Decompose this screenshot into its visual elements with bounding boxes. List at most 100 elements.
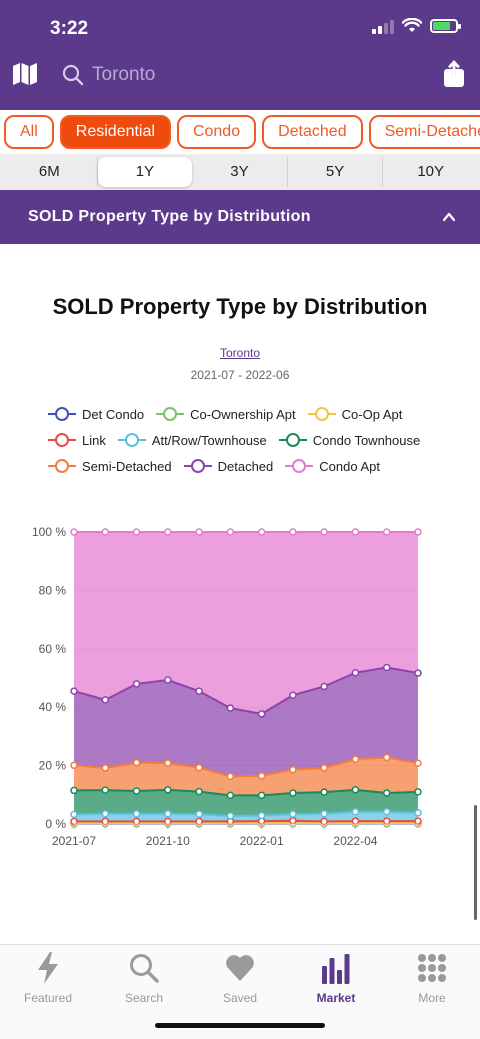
- data-point: [101, 817, 110, 826]
- wifi-icon: [402, 18, 422, 32]
- range-5y[interactable]: 5Y: [288, 157, 384, 187]
- data-point: [351, 755, 360, 763]
- data-point: [195, 817, 203, 826]
- data-point: [257, 528, 266, 536]
- legend-label: Condo Townhouse: [312, 432, 421, 448]
- chart-title: SOLD Property Type by Distribution: [52, 294, 428, 319]
- data-point: [101, 810, 110, 818]
- data-point: [382, 817, 391, 825]
- data-point: [70, 810, 78, 819]
- data-point: [132, 810, 141, 818]
- search-icon: [130, 954, 159, 983]
- data-point: [101, 696, 110, 704]
- data-point: [226, 528, 235, 536]
- chip-all[interactable]: All: [4, 115, 54, 149]
- data-point: [226, 812, 235, 820]
- map-icon[interactable]: [12, 62, 38, 86]
- heart-icon: [226, 955, 254, 981]
- chip-detached[interactable]: Detached: [262, 115, 363, 149]
- data-point: [164, 676, 172, 684]
- tab-more[interactable]: More: [384, 945, 480, 1039]
- tab-search[interactable]: Search: [96, 945, 192, 1039]
- search-bar[interactable]: [62, 58, 418, 92]
- data-point: [289, 765, 297, 774]
- legend-item-condo-townhouse[interactable]: Condo Townhouse: [278, 432, 421, 448]
- series-line: [73, 810, 419, 817]
- data-point: [70, 786, 78, 795]
- app-header: 3:22: [0, 0, 480, 110]
- section-header[interactable]: SOLD Property Type by Distribution: [0, 190, 480, 244]
- chip-semi-detached[interactable]: Semi-Detached: [368, 115, 480, 149]
- legend-label: Co-Ownership Apt: [190, 406, 296, 422]
- tab-saved[interactable]: Saved: [192, 945, 288, 1039]
- data-point: [70, 687, 78, 695]
- data-point: [132, 680, 141, 688]
- data-point: [257, 710, 266, 718]
- data-point: [257, 772, 266, 780]
- bolt-icon: [38, 952, 58, 984]
- data-point: [226, 791, 235, 800]
- data-point: [101, 528, 110, 536]
- property-type-filter: All Residential Condo Detached Semi-Deta…: [0, 110, 480, 154]
- chip-condo[interactable]: Condo: [176, 115, 257, 149]
- section-title: SOLD Property Type by Distribution: [28, 208, 311, 225]
- data-point: [70, 761, 78, 770]
- series-line: [73, 666, 419, 715]
- chip-residential[interactable]: Residential: [59, 115, 171, 149]
- data-point: [289, 528, 297, 536]
- tab-label: Market: [316, 991, 356, 1005]
- x-tick-label: 2022-01: [240, 834, 284, 848]
- legend-item-det-condo[interactable]: Det Condo: [48, 407, 144, 422]
- data-point: [320, 810, 328, 818]
- data-point: [70, 817, 78, 826]
- data-point: [195, 810, 203, 818]
- data-point: [289, 789, 297, 797]
- y-tick-label: 40 %: [39, 700, 67, 714]
- legend-label: Semi-Detached: [82, 458, 172, 474]
- data-point: [289, 810, 297, 818]
- legend-item-co-op-apt[interactable]: Co-Op Apt: [307, 407, 402, 422]
- tab-featured[interactable]: Featured: [0, 945, 96, 1039]
- chart-location-link[interactable]: Toronto: [219, 346, 261, 360]
- legend-item-detached[interactable]: Detached: [183, 458, 274, 474]
- chart-legend: Det Condo Co-Ownership Apt Co-Op Apt Lin…: [48, 401, 468, 479]
- data-point: [414, 809, 422, 817]
- data-point: [414, 528, 422, 536]
- data-point: [132, 758, 141, 767]
- cellular-signal-icon: [372, 18, 394, 34]
- legend-label: Det Condo: [82, 406, 145, 422]
- tab-market[interactable]: Market: [288, 945, 384, 1039]
- data-point: [414, 759, 422, 768]
- range-10y[interactable]: 10Y: [417, 163, 445, 180]
- series-area: [74, 667, 418, 777]
- data-point: [195, 528, 203, 536]
- search-icon: [62, 64, 84, 86]
- y-tick-label: 20 %: [39, 759, 67, 773]
- legend-item-condo-apt[interactable]: Condo Apt: [285, 459, 380, 474]
- data-point: [351, 528, 360, 536]
- data-point: [382, 789, 391, 797]
- series-line: [73, 788, 419, 797]
- y-tick-label: 100 %: [32, 525, 66, 539]
- range-1y[interactable]: 1Y: [97, 157, 193, 187]
- tab-label: Search: [124, 991, 164, 1005]
- x-tick-label: 2021-10: [146, 834, 190, 848]
- range-3y[interactable]: 3Y: [192, 157, 288, 187]
- legend-item-co-ownership-apt[interactable]: Co-Ownership Apt: [156, 407, 296, 422]
- legend-label: Detached: [217, 458, 274, 474]
- data-point: [351, 668, 360, 677]
- legend-item-att-row-townhouse[interactable]: Att/Row/Townhouse: [117, 433, 267, 448]
- data-point: [289, 817, 297, 825]
- data-point: [101, 764, 110, 772]
- chevron-up-icon[interactable]: [442, 210, 456, 224]
- search-input[interactable]: [92, 64, 392, 86]
- tab-label: Featured: [23, 991, 73, 1005]
- legend-item-link[interactable]: Link: [48, 433, 106, 448]
- range-6m[interactable]: 6M: [2, 157, 98, 187]
- data-point: [195, 787, 203, 796]
- y-tick-label: 0 %: [45, 817, 66, 831]
- data-point: [414, 817, 422, 825]
- data-point: [226, 704, 235, 712]
- legend-item-semi-detached[interactable]: Semi-Detached: [48, 459, 172, 474]
- share-icon[interactable]: [442, 60, 466, 88]
